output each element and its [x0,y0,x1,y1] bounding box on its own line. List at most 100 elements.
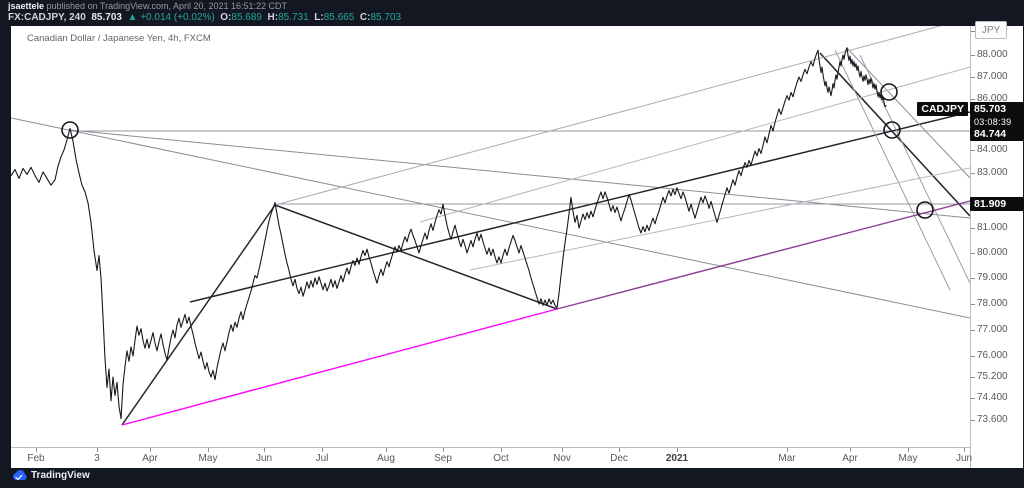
price-tick-mark [971,31,975,32]
price-axis[interactable]: 89.00088.00087.00086.00084.00083.00081.0… [970,25,1023,468]
time-axis-label: Feb [27,453,45,464]
close-value: 85.703 [370,12,402,23]
thick-descending-from-april-high[interactable] [819,52,970,217]
steep-descending-channel-1[interactable] [834,49,951,291]
time-tick-mark [97,448,98,452]
time-axis-label: Jun [255,453,273,464]
long-descending-line-shallow[interactable] [69,129,970,219]
time-axis-label: Dec [610,453,628,464]
price-level-badge: 84.744 [970,127,1024,141]
time-axis-label: May [898,453,918,464]
publish-info: published on TradingView.com, April 20, … [44,1,288,11]
ascending-parallel-lower[interactable] [469,167,970,271]
time-tick-mark [850,448,851,452]
price-tick-label: 78.000 [977,298,1008,309]
triangle-left-side[interactable] [121,204,276,426]
time-axis-label: Jun [955,453,973,464]
tradingview-logo-text: TradingView [31,470,90,481]
time-axis-label: Mar [778,453,796,464]
price-tick-mark [971,173,975,174]
price-tick-mark [971,55,975,56]
price-tick-label: 88.000 [977,49,1008,60]
time-tick-mark [208,448,209,452]
price-tick-label: 83.000 [977,167,1008,178]
price-tick-label: 80.000 [977,247,1008,258]
username: jsaettele [8,1,45,11]
time-tick-mark [908,448,909,452]
time-axis-label: May [198,453,218,464]
price-tick-label: 86.000 [977,93,1008,104]
price-tick-label: 75.200 [977,371,1008,382]
price-tick-mark [971,398,975,399]
long-descending-line-steep[interactable] [11,117,970,319]
time-tick-mark [264,448,265,452]
price-tick-mark [971,278,975,279]
price-tick-mark [971,304,975,305]
open-label: O: [220,12,232,23]
ascending-support-line[interactable] [189,111,970,303]
time-axis-label: Jul [315,453,329,464]
price-tick-mark [971,420,975,421]
confluence-circle-81-909[interactable] [916,201,934,219]
ascending-parallel-upper[interactable] [274,26,941,206]
symbol-info-bar: FX:CADJPY, 240 85.703 ▲ +0.014 (+0.02%) … [8,12,401,23]
price-tick-mark [971,356,975,357]
time-axis-label: Nov [553,453,571,464]
time-axis-label: Oct [493,453,509,464]
close-label: C: [359,12,371,23]
price-tick-mark [971,77,975,78]
price-level-badge: 85.703 [970,102,1024,116]
price-level-badge: 81.909 [970,197,1024,211]
tradingview-cloud-icon [12,470,27,481]
publish-byline: jsaettele published on TradingView.com, … [8,1,287,11]
time-tick-mark [964,448,965,452]
bar-countdown-badge: 03:08:39 [970,116,1024,127]
time-tick-mark [36,448,37,452]
symbol-name[interactable]: FX:CADJPY, 240 [8,12,86,23]
confluence-circle-current-price[interactable] [880,83,898,101]
footer-bar [0,468,1024,488]
triangle-upper-side[interactable] [274,204,558,310]
low-value: 85.665 [323,12,355,23]
price-tick-label: 81.000 [977,222,1008,233]
time-tick-mark [443,448,444,452]
time-tick-mark [150,448,151,452]
price-tick-mark [971,253,975,254]
open-value: 85.689 [231,12,262,23]
time-tick-mark [562,448,563,452]
price-tick-label: 76.000 [977,350,1008,361]
time-axis-label: Apr [142,453,158,464]
high-label: H: [267,12,279,23]
time-tick-mark [386,448,387,452]
magenta-trendline[interactable] [121,308,558,426]
time-tick-mark [322,448,323,452]
price-tick-mark [971,228,975,229]
purple-trendline-extension[interactable] [556,200,970,310]
time-axis-label: 2021 [665,453,689,464]
price-tick-label: 79.000 [977,272,1008,283]
price-tick-label: 87.000 [977,71,1008,82]
confluence-circle-84-744[interactable] [883,121,901,139]
time-axis-label: Aug [377,453,395,464]
currency-badge[interactable]: JPY [975,21,1007,39]
ascending-parallel-mid[interactable] [419,66,970,223]
price-tick-mark [971,150,975,151]
chart-plot-area[interactable] [11,26,970,447]
time-tick-mark [787,448,788,452]
time-axis-label: Apr [842,453,858,464]
symbol-price-flag[interactable]: CADJPY [917,102,968,116]
price-tick-label: 74.400 [977,392,1008,403]
chart-watermark: Canadian Dollar / Japanese Yen, 4h, FXCM [27,33,211,44]
confluence-circle-feb-2020-high[interactable] [61,121,79,139]
price-tick-mark [971,99,975,100]
publish-header: jsaettele published on TradingView.com, … [0,0,1024,26]
time-axis-label: Sep [434,453,452,464]
tradingview-logo[interactable]: TradingView [12,470,90,481]
time-tick-mark [501,448,502,452]
price-tick-mark [971,377,975,378]
time-tick-mark [677,448,678,452]
price-change: ▲ +0.014 (+0.02%) [127,12,215,23]
time-axis[interactable]: Feb 3 Apr May Jun Jul Aug Sep Oct Nov Dec 2021 Mar Ap… [11,447,973,469]
time-tick-mark [619,448,620,452]
price-line [11,47,887,420]
